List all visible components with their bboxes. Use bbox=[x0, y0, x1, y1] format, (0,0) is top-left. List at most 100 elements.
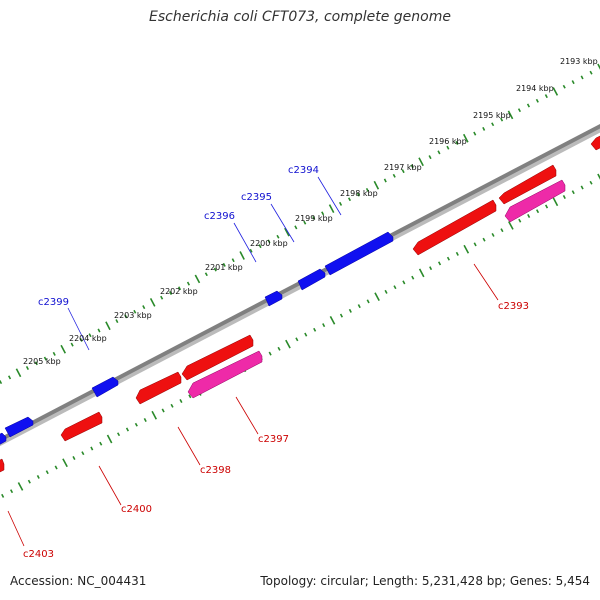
ruler-label: 2201 kbp bbox=[205, 263, 243, 272]
ruler-major-tick bbox=[507, 110, 514, 120]
inner-ruler-ticks bbox=[1, 173, 600, 498]
ruler-minor-tick bbox=[204, 272, 208, 277]
gene-label-c2398[interactable]: c2398 bbox=[200, 465, 231, 476]
gene-label-c2395[interactable]: c2395 bbox=[241, 192, 272, 203]
ruler-major-tick bbox=[418, 157, 424, 167]
gene-block-c2396[interactable] bbox=[264, 290, 283, 307]
gene-block-c2398[interactable] bbox=[135, 371, 182, 405]
gene-block-c2394[interactable] bbox=[324, 231, 394, 276]
ruler-minor-tick bbox=[491, 122, 495, 127]
gene-block-c2391[interactable] bbox=[590, 134, 600, 151]
ruler-minor-tick bbox=[446, 145, 450, 150]
ruler-minor-tick bbox=[36, 475, 40, 479]
ruler-major-tick bbox=[15, 368, 22, 378]
ruler-minor-tick bbox=[267, 239, 271, 244]
ruler-minor-tick bbox=[88, 333, 92, 338]
ruler-minor-tick bbox=[518, 218, 522, 223]
ruler-minor-tick bbox=[170, 403, 174, 408]
ruler-major-tick bbox=[194, 274, 201, 284]
ruler-minor-tick bbox=[277, 346, 281, 351]
ruler-minor-tick bbox=[177, 286, 182, 291]
ruler-major-tick bbox=[552, 197, 559, 207]
outer-ruler-ticks bbox=[0, 63, 600, 385]
ruler-minor-tick bbox=[411, 275, 415, 280]
gene-label-c2397[interactable]: c2397 bbox=[258, 434, 289, 445]
ruler-minor-tick bbox=[366, 299, 370, 304]
ruler-minor-tick bbox=[116, 432, 121, 437]
gene-block-c2392[interactable] bbox=[498, 164, 557, 205]
gene-label-c2394[interactable]: c2394 bbox=[288, 165, 319, 176]
ruler-minor-tick bbox=[304, 332, 308, 337]
ruler-label: 2196 kbp bbox=[429, 137, 467, 146]
ruler-major-tick bbox=[552, 87, 559, 96]
ruler-minor-tick bbox=[437, 150, 441, 155]
ruler-minor-tick bbox=[97, 328, 101, 333]
ruler-major-tick bbox=[328, 204, 335, 213]
ruler-minor-tick bbox=[99, 441, 103, 446]
ruler-major-tick bbox=[151, 410, 158, 420]
ruler-minor-tick bbox=[161, 408, 165, 413]
ruler-minor-tick bbox=[571, 80, 575, 85]
ruler-minor-tick bbox=[357, 304, 361, 309]
ruler-major-tick bbox=[17, 482, 24, 491]
ruler-major-tick bbox=[149, 298, 156, 307]
ruler-minor-tick bbox=[143, 418, 147, 422]
ruler-major-tick bbox=[62, 458, 68, 468]
ruler-minor-tick bbox=[402, 280, 406, 285]
gene-block-c2397[interactable] bbox=[187, 350, 263, 399]
gene-block-c2397a[interactable] bbox=[181, 334, 254, 381]
ruler-minor-tick bbox=[115, 319, 119, 324]
ruler-label: 2203 kbp bbox=[114, 311, 152, 320]
gene-block-c2403[interactable] bbox=[0, 458, 5, 474]
ruler-minor-tick bbox=[365, 187, 369, 192]
ruler-minor-tick bbox=[437, 261, 442, 266]
ruler-minor-tick bbox=[43, 356, 47, 361]
forward-genes bbox=[0, 231, 394, 446]
ruler-minor-tick bbox=[544, 94, 548, 99]
ruler-minor-tick bbox=[348, 308, 352, 313]
gene-label-c2400[interactable]: c2400 bbox=[121, 504, 152, 515]
ruler-minor-tick bbox=[52, 351, 56, 356]
ruler-minor-tick bbox=[535, 98, 539, 103]
gene-block-c2393[interactable] bbox=[412, 199, 497, 256]
ruler-minor-tick bbox=[142, 305, 146, 310]
ruler-minor-tick bbox=[27, 479, 31, 484]
gene-label-c2403[interactable]: c2403 bbox=[23, 549, 54, 560]
gene-block-c2400[interactable] bbox=[60, 411, 103, 442]
gene-label-c2399[interactable]: c2399 bbox=[38, 297, 69, 308]
genome-summary-text: Topology: circular; Length: 5,231,428 bp… bbox=[260, 574, 590, 588]
ruler-minor-tick bbox=[491, 233, 495, 237]
ruler-minor-tick bbox=[517, 108, 522, 113]
ruler-minor-tick bbox=[580, 185, 584, 190]
ruler-minor-tick bbox=[312, 216, 316, 220]
ruler-minor-tick bbox=[589, 70, 593, 75]
ruler-minor-tick bbox=[571, 190, 575, 195]
ruler-minor-tick bbox=[168, 291, 173, 295]
ruler-minor-tick bbox=[70, 342, 74, 347]
ruler-minor-tick bbox=[124, 314, 128, 319]
gene-block-c2392b[interactable] bbox=[504, 179, 566, 223]
ruler-major-tick bbox=[106, 434, 113, 444]
ruler-minor-tick bbox=[34, 361, 38, 366]
ruler-label: 2198 kbp bbox=[340, 189, 378, 198]
ruler-minor-tick bbox=[544, 204, 549, 209]
gene-label-c2393[interactable]: c2393 bbox=[498, 301, 529, 312]
ruler-minor-tick bbox=[54, 465, 58, 470]
ruler-minor-tick bbox=[580, 75, 584, 80]
ruler-major-tick bbox=[60, 344, 67, 354]
ruler-minor-tick bbox=[562, 195, 566, 199]
ruler-minor-tick bbox=[589, 180, 593, 185]
ruler-minor-tick bbox=[213, 267, 217, 272]
ruler-minor-tick bbox=[313, 327, 317, 332]
ruler-minor-tick bbox=[527, 214, 531, 218]
gene-label-c2396[interactable]: c2396 bbox=[204, 211, 235, 222]
ruler-minor-tick bbox=[562, 84, 566, 89]
gene-block-c2395[interactable] bbox=[297, 268, 326, 291]
gene-block-c2401[interactable] bbox=[4, 416, 34, 438]
ruler-minor-tick bbox=[500, 117, 504, 122]
ruler-minor-tick bbox=[384, 289, 388, 294]
ruler-minor-tick bbox=[294, 225, 298, 230]
ruler-minor-tick bbox=[188, 394, 192, 399]
gene-block-c2402[interactable] bbox=[0, 432, 7, 446]
gene-block-c2399[interactable] bbox=[91, 376, 119, 398]
